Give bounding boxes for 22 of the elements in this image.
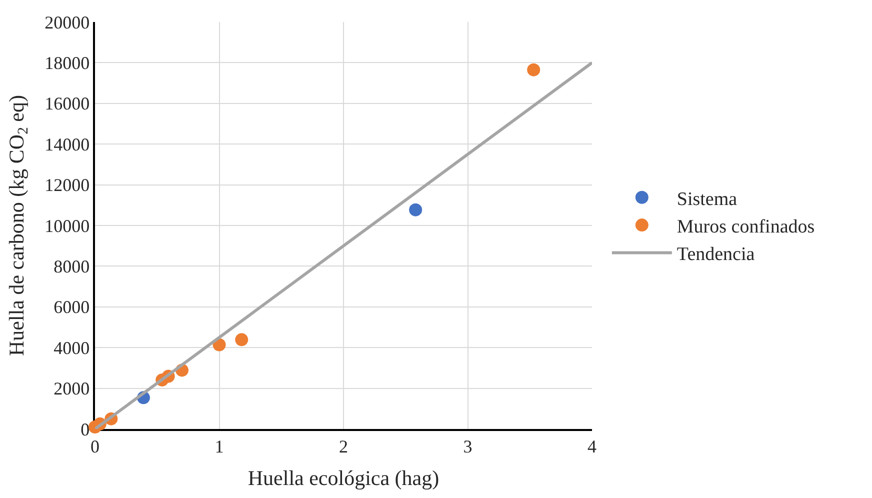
y-tick-label: 2000	[54, 378, 90, 399]
point	[235, 333, 248, 346]
x-tick-label: 1	[214, 436, 224, 456]
y-tick-label: 18000	[44, 53, 90, 73]
y-tick-label: 16000	[44, 94, 90, 114]
legend-label: Muros confinados	[676, 216, 815, 238]
x-tick-label: 2	[339, 436, 348, 456]
y-tick-label: 6000	[54, 297, 90, 318]
y-tick-label: 14000	[44, 134, 90, 154]
point	[527, 63, 540, 76]
point	[409, 203, 422, 216]
legend-label: Tendencia	[676, 244, 756, 266]
x-tick-label: 4	[588, 436, 596, 456]
y-tick-label: 12000	[44, 175, 90, 196]
y-tick-label: 20000	[44, 12, 90, 32]
x-tick-label: 3	[463, 436, 472, 456]
y-tick-label: 8000	[54, 256, 90, 276]
legend-label: Sistema	[676, 188, 738, 210]
y-tick-label: 0	[80, 419, 90, 440]
y-tick-label: 10000	[44, 216, 90, 236]
y-tick-label: 4000	[54, 338, 90, 358]
x-axis-title: Huella ecológica (hag)	[248, 466, 440, 490]
